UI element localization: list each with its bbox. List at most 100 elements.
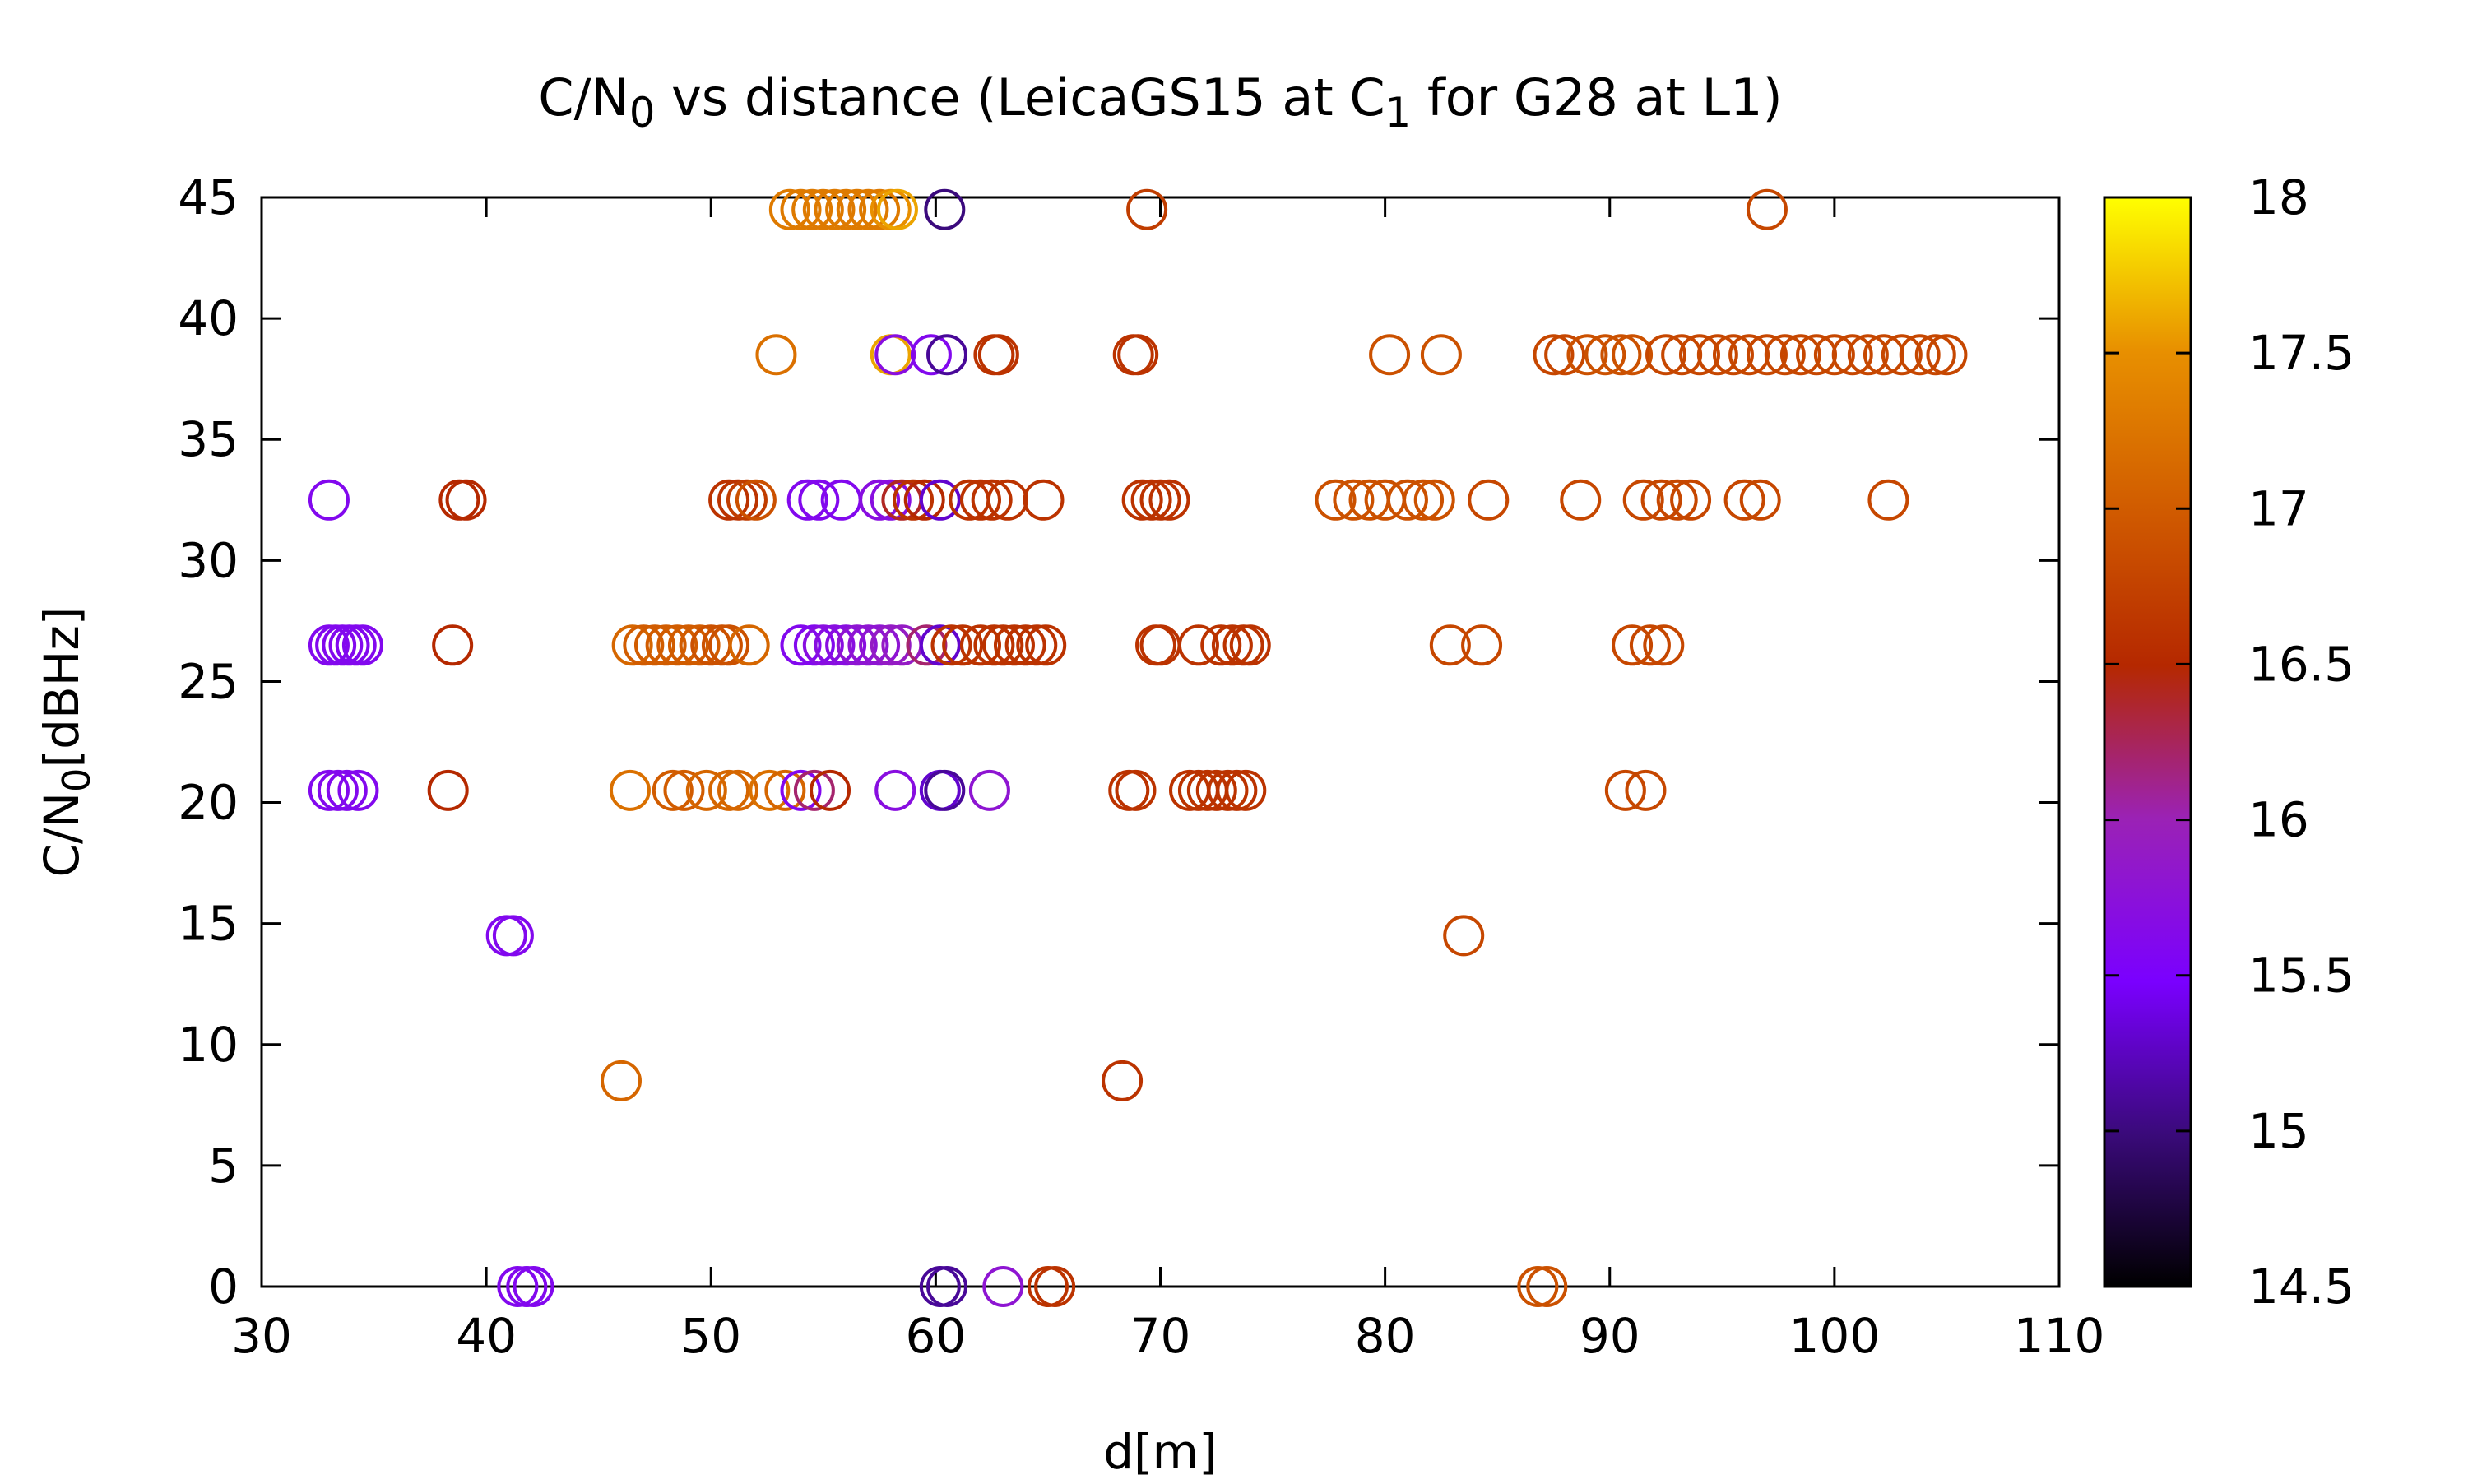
data-point (919, 624, 961, 666)
data-point (601, 1060, 642, 1101)
data-point (1333, 479, 1375, 521)
data-point (926, 334, 968, 376)
data-point (859, 479, 901, 521)
data-point (1867, 479, 1909, 521)
data-point (1121, 479, 1163, 521)
data-point (708, 479, 750, 521)
data-point (652, 769, 694, 811)
data-point (1429, 624, 1471, 666)
data-point (645, 624, 687, 666)
data-point (623, 624, 665, 666)
data-point (1130, 479, 1172, 521)
data-point (870, 624, 912, 666)
x-tick-label: 30 (231, 1308, 292, 1364)
data-point (973, 624, 1015, 666)
data-point (1656, 479, 1698, 521)
data-point (1023, 479, 1065, 521)
data-point (656, 624, 698, 666)
data-point (1746, 334, 1788, 376)
colorbar-tick-label: 15 (2248, 1103, 2309, 1159)
data-point (791, 188, 833, 230)
data-point (1914, 334, 1956, 376)
colorbar-tick-label: 15.5 (2248, 948, 2354, 1004)
data-point (786, 479, 828, 521)
data-point (876, 188, 918, 230)
data-point (847, 188, 889, 230)
data-point (1643, 624, 1685, 666)
data-point (1517, 1266, 1559, 1307)
data-point (1847, 334, 1889, 376)
data-point (1831, 334, 1873, 376)
data-point (427, 769, 469, 811)
colorbar-tick-label: 17 (2248, 480, 2309, 536)
data-point (1468, 479, 1510, 521)
data-point (1612, 624, 1654, 666)
data-point (1625, 769, 1667, 811)
x-tick-label: 110 (2014, 1308, 2105, 1364)
data-point (1034, 1266, 1076, 1307)
data-point (810, 769, 851, 811)
data-point (337, 769, 379, 811)
data-point (1926, 334, 1968, 376)
y-tick-label: 30 (178, 532, 239, 588)
data-point (1211, 624, 1253, 666)
data-point (1229, 624, 1271, 666)
data-point (685, 769, 727, 811)
data-point (1728, 334, 1770, 376)
data-point (1403, 479, 1445, 521)
data-point (924, 769, 966, 811)
data-point (825, 624, 867, 666)
data-point (859, 624, 901, 666)
colorbar-tick-label: 16 (2248, 792, 2309, 848)
data-point (893, 479, 935, 521)
data-point (793, 769, 835, 811)
data-point (1881, 334, 1923, 376)
data-point (874, 769, 916, 811)
data-point (793, 624, 835, 666)
data-point (611, 624, 653, 666)
data-point (1779, 334, 1821, 376)
data-point (1200, 624, 1242, 666)
data-point (780, 769, 822, 811)
data-point (749, 769, 791, 811)
data-point (1739, 479, 1781, 521)
data-point (728, 624, 770, 666)
data-point (1863, 334, 1904, 376)
data-point (993, 624, 1035, 666)
data-point (847, 624, 889, 666)
y-tick-label: 35 (178, 411, 239, 467)
data-point (1025, 624, 1067, 666)
data-point (708, 769, 750, 811)
data-point (1386, 479, 1428, 521)
data-point (1604, 769, 1646, 811)
data-point (1629, 624, 1671, 666)
data-point (1584, 334, 1626, 376)
plot-frame (260, 196, 2061, 1288)
data-point (1443, 915, 1485, 957)
data-point (1148, 479, 1190, 521)
data-point (1225, 769, 1267, 811)
data-point (1315, 479, 1357, 521)
data-point (445, 479, 487, 521)
y-tick-label: 40 (178, 290, 239, 346)
data-point (726, 479, 768, 521)
data-point (1207, 769, 1249, 811)
y-tick-label: 15 (178, 896, 239, 952)
data-point (1016, 624, 1058, 666)
data-point (609, 769, 651, 811)
data-point (1600, 334, 1642, 376)
data-point (1679, 334, 1720, 376)
data-point (874, 334, 916, 376)
data-point (1115, 769, 1157, 811)
data-point (977, 334, 1019, 376)
data-point (735, 479, 777, 521)
data-point (317, 769, 359, 811)
data-point (982, 624, 1024, 666)
data-point (906, 624, 948, 666)
data-point (986, 479, 1028, 521)
data-point (341, 624, 383, 666)
data-point (968, 769, 1010, 811)
data-point (926, 1266, 968, 1307)
